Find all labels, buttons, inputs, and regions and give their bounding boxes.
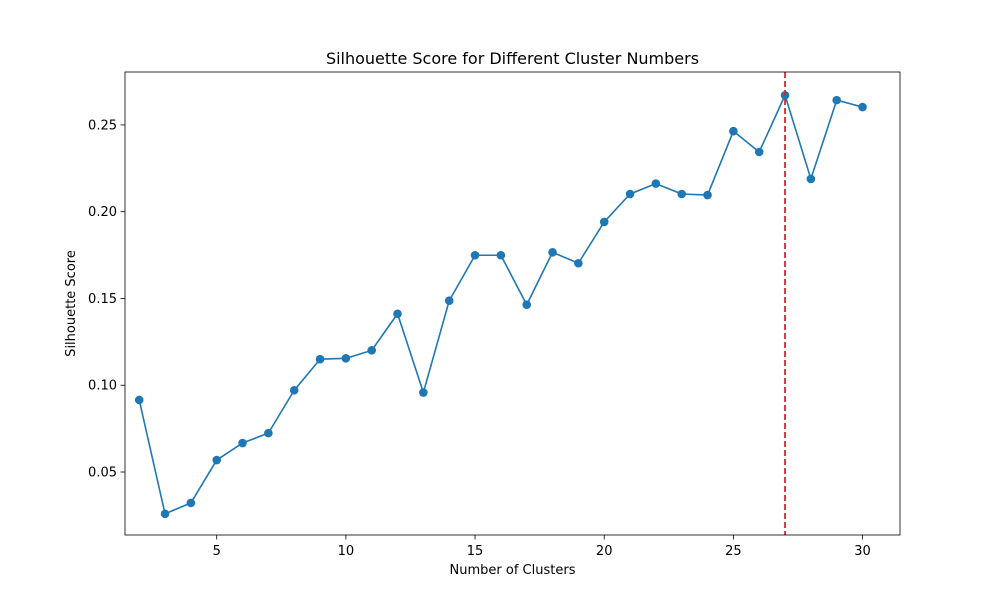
data-point bbox=[496, 250, 506, 260]
data-point bbox=[729, 126, 738, 136]
chart-title: Silhouette Score for Different Cluster N… bbox=[326, 49, 699, 68]
x-tick-label: 25 bbox=[725, 544, 742, 559]
data-point bbox=[393, 309, 402, 319]
x-tick-label: 10 bbox=[338, 544, 355, 559]
y-tick-label: 0.15 bbox=[88, 292, 117, 307]
data-point bbox=[754, 147, 764, 157]
y-tick-label: 0.20 bbox=[88, 205, 117, 220]
data-point bbox=[599, 217, 609, 227]
data-point bbox=[832, 95, 842, 105]
data-point bbox=[574, 258, 583, 268]
plot-area: 5 10 15 20 25 30 0.05 0.10 0.15 0.20 0.25 bbox=[88, 71, 901, 559]
data-point bbox=[444, 296, 454, 306]
data-point bbox=[522, 300, 532, 310]
x-axis-label: Number of Clusters bbox=[450, 563, 576, 578]
data-point bbox=[315, 354, 325, 364]
x-tick-label: 15 bbox=[467, 544, 484, 559]
y-axis-label: Silhouette Score bbox=[64, 250, 79, 357]
data-point bbox=[341, 354, 351, 363]
axes-frame bbox=[124, 71, 901, 536]
data-point bbox=[419, 388, 428, 397]
data-point bbox=[212, 455, 222, 465]
data-point bbox=[367, 346, 377, 355]
data-point bbox=[134, 395, 144, 405]
y-tick-label: 0.10 bbox=[88, 379, 117, 394]
data-point bbox=[806, 174, 816, 184]
data-point bbox=[677, 189, 687, 199]
x-tick-label: 5 bbox=[213, 544, 221, 559]
data-point bbox=[289, 385, 299, 395]
y-tick-label: 0.25 bbox=[88, 118, 117, 133]
data-point bbox=[186, 498, 196, 508]
data-point bbox=[651, 179, 661, 188]
data-point bbox=[858, 102, 867, 112]
x-tick-label: 20 bbox=[596, 544, 613, 559]
y-tick-label: 0.05 bbox=[88, 466, 117, 481]
data-point bbox=[160, 509, 170, 519]
data-point bbox=[703, 190, 712, 200]
data-point bbox=[625, 189, 635, 199]
data-point bbox=[470, 250, 480, 260]
x-tick-label: 30 bbox=[854, 544, 871, 559]
data-point bbox=[264, 428, 273, 438]
data-point bbox=[548, 248, 557, 257]
data-point bbox=[238, 438, 247, 448]
